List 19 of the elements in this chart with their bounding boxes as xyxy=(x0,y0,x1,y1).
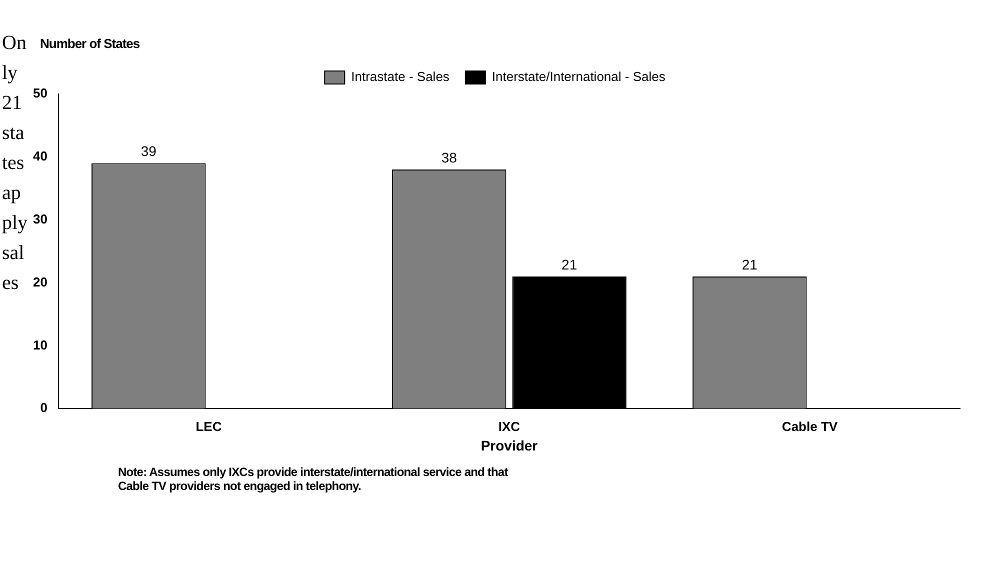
data-label: 38 xyxy=(441,149,458,166)
y-tick-label: 40 xyxy=(32,148,48,164)
text: Note: Assumes only IXCs provide interstate/international service and that Cable TV providers not engaged in telephony. xyxy=(118,465,508,493)
y-tick-label: 20 xyxy=(32,274,48,290)
x-tick-label: Cable TV xyxy=(782,418,838,434)
y-tick-label: 10 xyxy=(32,337,48,352)
data-label: 21 xyxy=(562,256,578,272)
x-axis-title: Provider xyxy=(480,437,538,454)
text: Only 21 states apply sales xyxy=(2,32,28,294)
y-tick-label: 30 xyxy=(32,211,48,226)
y-tick-label: 50 xyxy=(32,86,48,101)
x-tick-label: LEC xyxy=(196,418,222,434)
data-label: 39 xyxy=(140,143,157,160)
y-axis-title: Number of States xyxy=(40,36,140,51)
data-label: 21 xyxy=(742,256,758,272)
y-tick-label: 0 xyxy=(40,400,48,416)
legend-label: Intrastate - Sales xyxy=(351,69,450,84)
legend-label: Interstate/International - Sales xyxy=(492,69,666,84)
x-tick-label: IXC xyxy=(498,418,521,434)
